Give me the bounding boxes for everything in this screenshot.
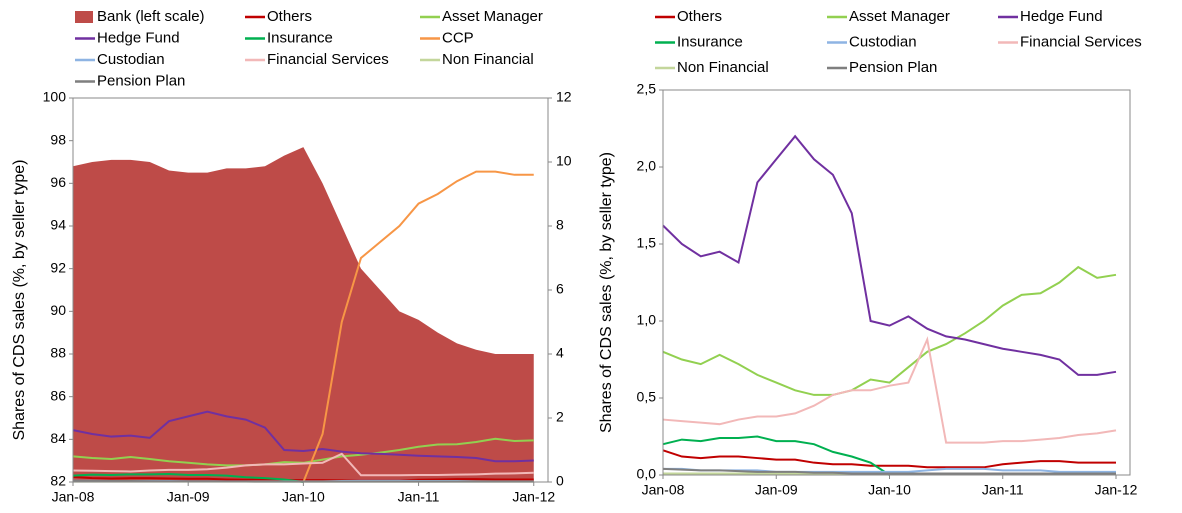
x-tick-label: Jan-09 bbox=[167, 489, 210, 505]
legend-label: Hedge Fund bbox=[97, 29, 180, 46]
legend-label: Others bbox=[677, 8, 722, 25]
y-tick-label: 96 bbox=[50, 174, 66, 190]
y2-tick-label: 2 bbox=[556, 409, 564, 425]
line bbox=[662, 336, 1117, 444]
line bbox=[72, 452, 534, 477]
line bbox=[302, 170, 534, 483]
line bbox=[662, 449, 1116, 469]
x-tick-label: Jan-10 bbox=[868, 482, 911, 498]
y2-tick-label: 0 bbox=[556, 473, 564, 489]
legend-label: Insurance bbox=[677, 33, 743, 50]
legend-label: Financial Services bbox=[267, 51, 389, 68]
legend-label: Custodian bbox=[97, 51, 165, 68]
x-tick-label: Jan-12 bbox=[1095, 482, 1138, 498]
line bbox=[662, 134, 1117, 376]
x-tick-label: Jan-08 bbox=[52, 489, 95, 505]
y-tick-label: 100 bbox=[43, 89, 67, 105]
y-tick-label: 90 bbox=[50, 302, 66, 318]
legend-label: Bank (left scale) bbox=[97, 8, 205, 25]
y2-tick-label: 4 bbox=[556, 345, 564, 361]
x-tick-label: Jan-09 bbox=[755, 482, 798, 498]
legend-label: CCP bbox=[442, 29, 474, 46]
y-tick-label: 2,0 bbox=[637, 158, 657, 174]
y-tick-label: 82 bbox=[50, 473, 66, 489]
legend-label: Others bbox=[267, 8, 312, 25]
y-tick-label: 0,5 bbox=[637, 389, 657, 405]
legend-label: Pension Plan bbox=[849, 59, 937, 76]
y-tick-label: 0,0 bbox=[637, 466, 657, 482]
y-tick-label: 2,5 bbox=[637, 81, 657, 97]
legend-label: Custodian bbox=[849, 33, 917, 50]
y-tick-label: 86 bbox=[50, 387, 66, 403]
legend-label: Non Financial bbox=[442, 51, 534, 68]
line bbox=[72, 472, 304, 483]
legend-label: Hedge Fund bbox=[1020, 8, 1103, 25]
line bbox=[662, 435, 891, 476]
y2-tick-label: 8 bbox=[556, 217, 564, 233]
x-tick-label: Jan-08 bbox=[642, 482, 685, 498]
y-tick-label: 94 bbox=[50, 217, 66, 233]
legend-label: Asset Manager bbox=[849, 8, 950, 25]
line bbox=[72, 410, 534, 463]
y-axis-title: Shares of CDS sales (%, by seller type) bbox=[598, 152, 615, 433]
y-tick-label: 88 bbox=[50, 345, 66, 361]
legend-label: Non Financial bbox=[677, 59, 769, 76]
y-tick-label: 1,5 bbox=[637, 235, 657, 251]
y-tick-label: 92 bbox=[50, 259, 66, 275]
legend-label: Asset Manager bbox=[442, 8, 543, 25]
legend-label: Insurance bbox=[267, 29, 333, 46]
y-tick-label: 1,0 bbox=[637, 312, 657, 328]
y-tick-label: 84 bbox=[50, 430, 66, 446]
x-tick-label: Jan-10 bbox=[282, 489, 325, 505]
line bbox=[662, 265, 1117, 396]
x-tick-label: Jan-12 bbox=[512, 489, 555, 505]
legend-label: Pension Plan bbox=[97, 72, 185, 89]
line bbox=[662, 467, 1116, 475]
legend-label: Financial Services bbox=[1020, 33, 1142, 50]
y-tick-label: 98 bbox=[50, 131, 66, 147]
area bbox=[73, 147, 534, 483]
x-tick-label: Jan-11 bbox=[398, 489, 440, 505]
y2-tick-label: 12 bbox=[556, 89, 572, 105]
legend-swatch bbox=[75, 11, 93, 23]
x-tick-label: Jan-11 bbox=[982, 482, 1024, 498]
y2-tick-label: 10 bbox=[556, 153, 572, 169]
y2-tick-label: 6 bbox=[556, 281, 564, 297]
y-axis-title: Shares of CDS sales (%, by seller type) bbox=[11, 160, 28, 441]
plot-frame bbox=[662, 89, 1131, 476]
